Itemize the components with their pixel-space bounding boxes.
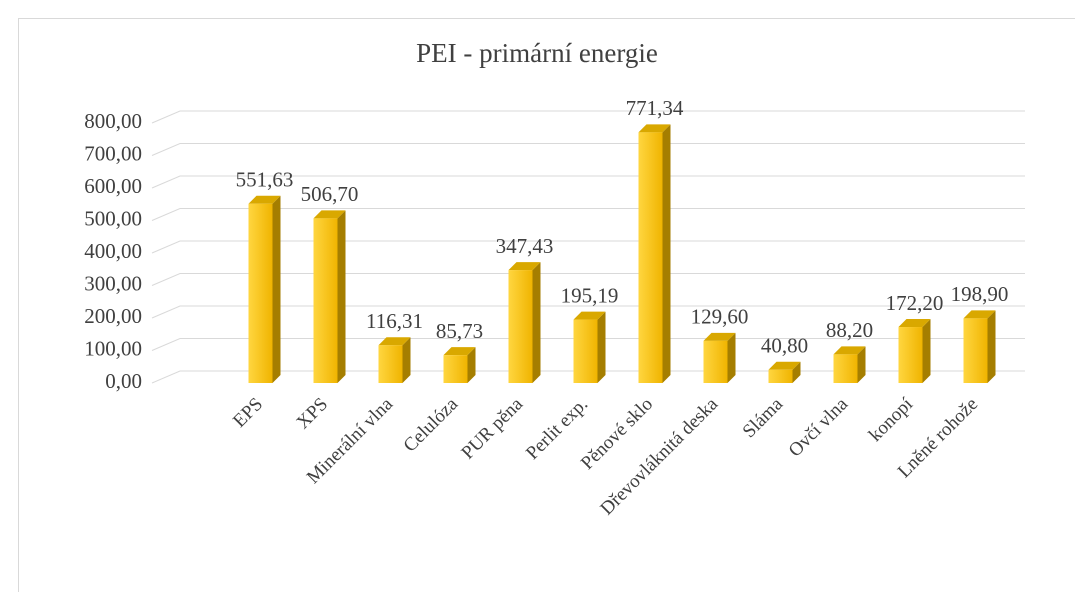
bar-front [508, 270, 533, 383]
bar [703, 332, 736, 383]
bar-front [833, 354, 858, 383]
grid-line [151, 273, 1025, 286]
y-tick-label: 200,00 [84, 304, 142, 328]
data-label: 195,19 [561, 283, 619, 307]
bar-front [963, 318, 988, 383]
data-label: 198,90 [951, 282, 1009, 306]
bar-front [638, 132, 663, 383]
grid-line [151, 208, 1025, 221]
bar-side [597, 311, 606, 383]
y-tick-label: 0,00 [105, 369, 142, 393]
chart-title: PEI - primární energie [416, 38, 658, 68]
bar-side [922, 319, 931, 383]
bar-side [792, 361, 801, 383]
y-tick-label: 500,00 [84, 206, 142, 230]
bar [508, 262, 541, 383]
bar [833, 346, 866, 383]
bar-side [272, 195, 281, 383]
data-label: 172,20 [886, 291, 944, 315]
bar-front [768, 369, 793, 383]
data-label: 40,80 [761, 334, 808, 358]
bar-side [727, 332, 736, 383]
bar [768, 361, 801, 383]
bar-side [467, 347, 476, 383]
bar-top [703, 332, 736, 341]
bar-front [378, 345, 403, 383]
bar-top [378, 337, 411, 346]
y-tick-label: 100,00 [84, 336, 142, 360]
data-label: 771,34 [626, 96, 684, 120]
grid-line [151, 175, 1025, 189]
bar [573, 311, 606, 383]
grid-line [151, 143, 1025, 156]
bar-top [573, 311, 606, 320]
y-tick-label: 700,00 [84, 141, 142, 165]
data-label: 88,20 [826, 318, 873, 342]
data-label: 347,43 [496, 234, 554, 258]
bar-top [833, 346, 866, 355]
data-label: 116,31 [366, 309, 423, 333]
bar-side [337, 210, 346, 383]
bar [638, 124, 671, 383]
bar-front [703, 340, 728, 383]
grid-line [151, 305, 1025, 319]
bar-top [443, 347, 476, 356]
grid-line [151, 338, 1025, 351]
grid-line [151, 110, 1025, 124]
y-tick-label: 300,00 [84, 271, 142, 295]
bar [313, 210, 346, 383]
bar-top [313, 210, 346, 219]
data-label: 85,73 [436, 319, 483, 343]
bar-front [573, 319, 598, 383]
bar-top [508, 262, 541, 271]
data-label: 506,70 [301, 182, 359, 206]
bar-side [857, 346, 866, 383]
data-label: 551,63 [236, 168, 294, 192]
bar-top [248, 195, 281, 204]
grid-line [151, 370, 1025, 384]
bar-top [638, 124, 671, 133]
grid-line [151, 240, 1025, 254]
bar [963, 310, 996, 383]
bar-side [662, 124, 671, 383]
bar-front [248, 203, 273, 383]
y-tick-label: 400,00 [84, 239, 142, 263]
bar-side [402, 337, 411, 383]
bar-front [898, 327, 923, 383]
bar [378, 337, 411, 383]
bar [248, 195, 281, 383]
bar-side [532, 262, 541, 383]
bar-front [443, 355, 468, 383]
bar [898, 319, 931, 383]
bar-front [313, 218, 338, 383]
bar-top [963, 310, 996, 319]
bar-top [898, 319, 931, 328]
bar-top [768, 361, 801, 370]
chart-border [18, 18, 1075, 592]
bar-side [987, 310, 996, 383]
bar [443, 347, 476, 383]
data-label: 129,60 [691, 305, 749, 329]
y-tick-label: 800,00 [84, 109, 142, 133]
y-tick-label: 600,00 [84, 174, 142, 198]
